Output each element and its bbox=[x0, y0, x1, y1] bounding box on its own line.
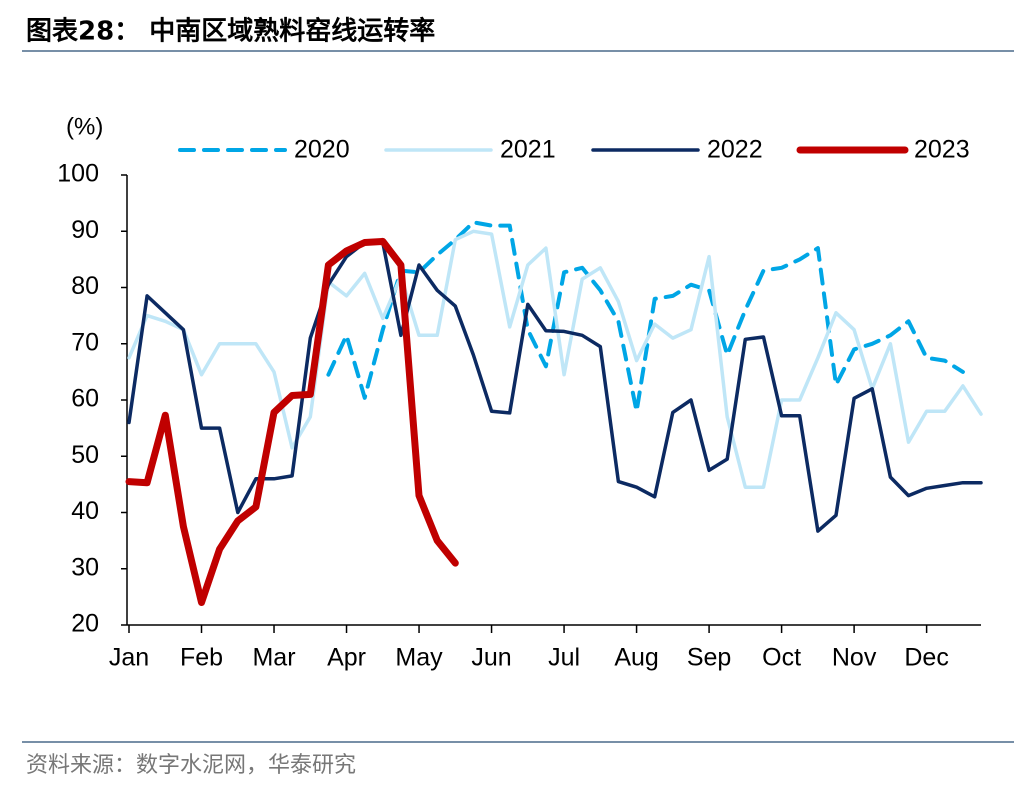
legend-label: 2021 bbox=[500, 136, 556, 164]
legend-label: 2023 bbox=[914, 136, 970, 164]
series-line bbox=[127, 229, 983, 489]
x-tick-label: Apr bbox=[327, 644, 366, 672]
figure-title: 图表28： 中南区域熟料窑线运转率 bbox=[26, 16, 435, 47]
x-tick-label: Sep bbox=[687, 644, 731, 672]
x-tick-label: Jul bbox=[548, 644, 580, 672]
y-tick-label: 70 bbox=[71, 328, 99, 356]
x-tick-label: Mar bbox=[252, 644, 295, 672]
x-tick-label: Dec bbox=[904, 644, 948, 672]
series-line bbox=[125, 237, 459, 606]
series-line bbox=[326, 220, 965, 414]
x-tick-label: Nov bbox=[832, 644, 877, 672]
y-axis-label: (%) bbox=[66, 113, 103, 140]
x-tick-label: Feb bbox=[180, 644, 223, 672]
x-tick-label: May bbox=[395, 644, 443, 672]
source-note: 资料来源：数字水泥网，华泰研究 bbox=[26, 753, 356, 778]
x-tick-label: Oct bbox=[762, 644, 801, 672]
y-tick-label: 30 bbox=[71, 553, 99, 581]
y-tick-label: 80 bbox=[71, 272, 99, 300]
x-tick-label: Jun bbox=[471, 644, 511, 672]
series-line bbox=[127, 240, 983, 533]
y-tick-label: 50 bbox=[71, 441, 99, 469]
y-tick-label: 100 bbox=[57, 160, 99, 188]
y-tick-label: 60 bbox=[71, 385, 99, 413]
y-tick-label: 40 bbox=[71, 497, 99, 525]
y-tick-label: 20 bbox=[71, 610, 99, 638]
x-tick-label: Aug bbox=[614, 644, 658, 672]
y-tick-label: 90 bbox=[71, 216, 99, 244]
legend-label: 2020 bbox=[294, 136, 350, 164]
x-tick-label: Jan bbox=[109, 644, 149, 672]
legend-label: 2022 bbox=[707, 136, 763, 164]
